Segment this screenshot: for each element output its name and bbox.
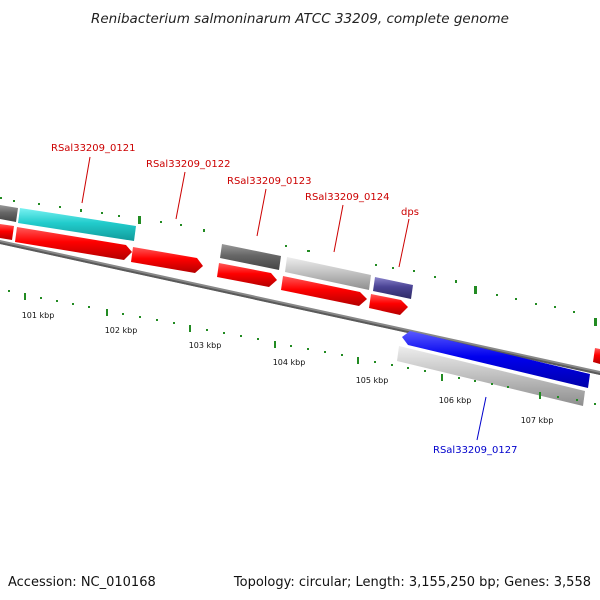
ruler-ticks — [8, 290, 596, 405]
gene-feature-dps — [373, 277, 413, 299]
gene-label-rsal33209-0121: RSal33209_0121 — [51, 143, 135, 154]
cds-arrow — [15, 227, 132, 260]
label-leader-lines — [81, 156, 487, 441]
gene-label-rsal33209-0127: RSal33209_0127 — [433, 445, 517, 456]
topology-text: Topology: circular; Length: 3,155,250 bp… — [233, 575, 591, 590]
gene-label-dps: dps — [401, 207, 419, 218]
forward-strand-features — [0, 205, 600, 364]
ruler-label-103: 103 kbp — [189, 341, 222, 350]
cds-arrow — [217, 263, 277, 287]
cds-arrow — [281, 276, 367, 306]
gene-label-rsal33209-0123: RSal33209_0123 — [227, 176, 311, 187]
cds-arrow — [369, 294, 408, 315]
leader-line-0124 — [333, 204, 344, 253]
gene-label-rsal33209-0122: RSal33209_0122 — [146, 159, 230, 170]
map-title: Renibacterium salmoninarum ATCC 33209, c… — [91, 11, 509, 27]
leader-line-dps — [398, 218, 410, 268]
ruler-label-105: 105 kbp — [356, 376, 389, 385]
reverse-strand-features — [397, 331, 590, 406]
forward-tick-ring — [0, 197, 597, 326]
leader-line-0121 — [81, 156, 91, 204]
ruler-label-107: 107 kbp — [521, 416, 554, 425]
leader-line-0122 — [175, 171, 186, 220]
gene-feature-cyan — [18, 208, 136, 241]
leader-line-0123 — [256, 188, 267, 237]
accession-text: Accession: NC_010168 — [8, 575, 156, 590]
gene-labels: RSal33209_0121 RSal33209_0122 RSal33209_… — [51, 143, 517, 456]
gene-feature-blue — [402, 331, 590, 388]
ruler-label-101: 101 kbp — [22, 311, 55, 320]
gene-label-rsal33209-0124: RSal33209_0124 — [305, 192, 389, 203]
ruler-label-102: 102 kbp — [105, 326, 138, 335]
gene-feature — [0, 205, 18, 222]
ruler-labels: 101 kbp 102 kbp 103 kbp 104 kbp 105 kbp … — [22, 311, 554, 425]
gene-feature — [397, 346, 585, 406]
cds-arrow — [131, 247, 203, 273]
gene-feature — [220, 244, 281, 270]
cds-arrow — [0, 224, 14, 240]
cds-arrow — [593, 348, 600, 364]
ruler-label-106: 106 kbp — [439, 396, 472, 405]
gene-feature — [285, 257, 371, 290]
ruler-label-104: 104 kbp — [273, 358, 306, 367]
leader-line-0127 — [476, 396, 487, 441]
